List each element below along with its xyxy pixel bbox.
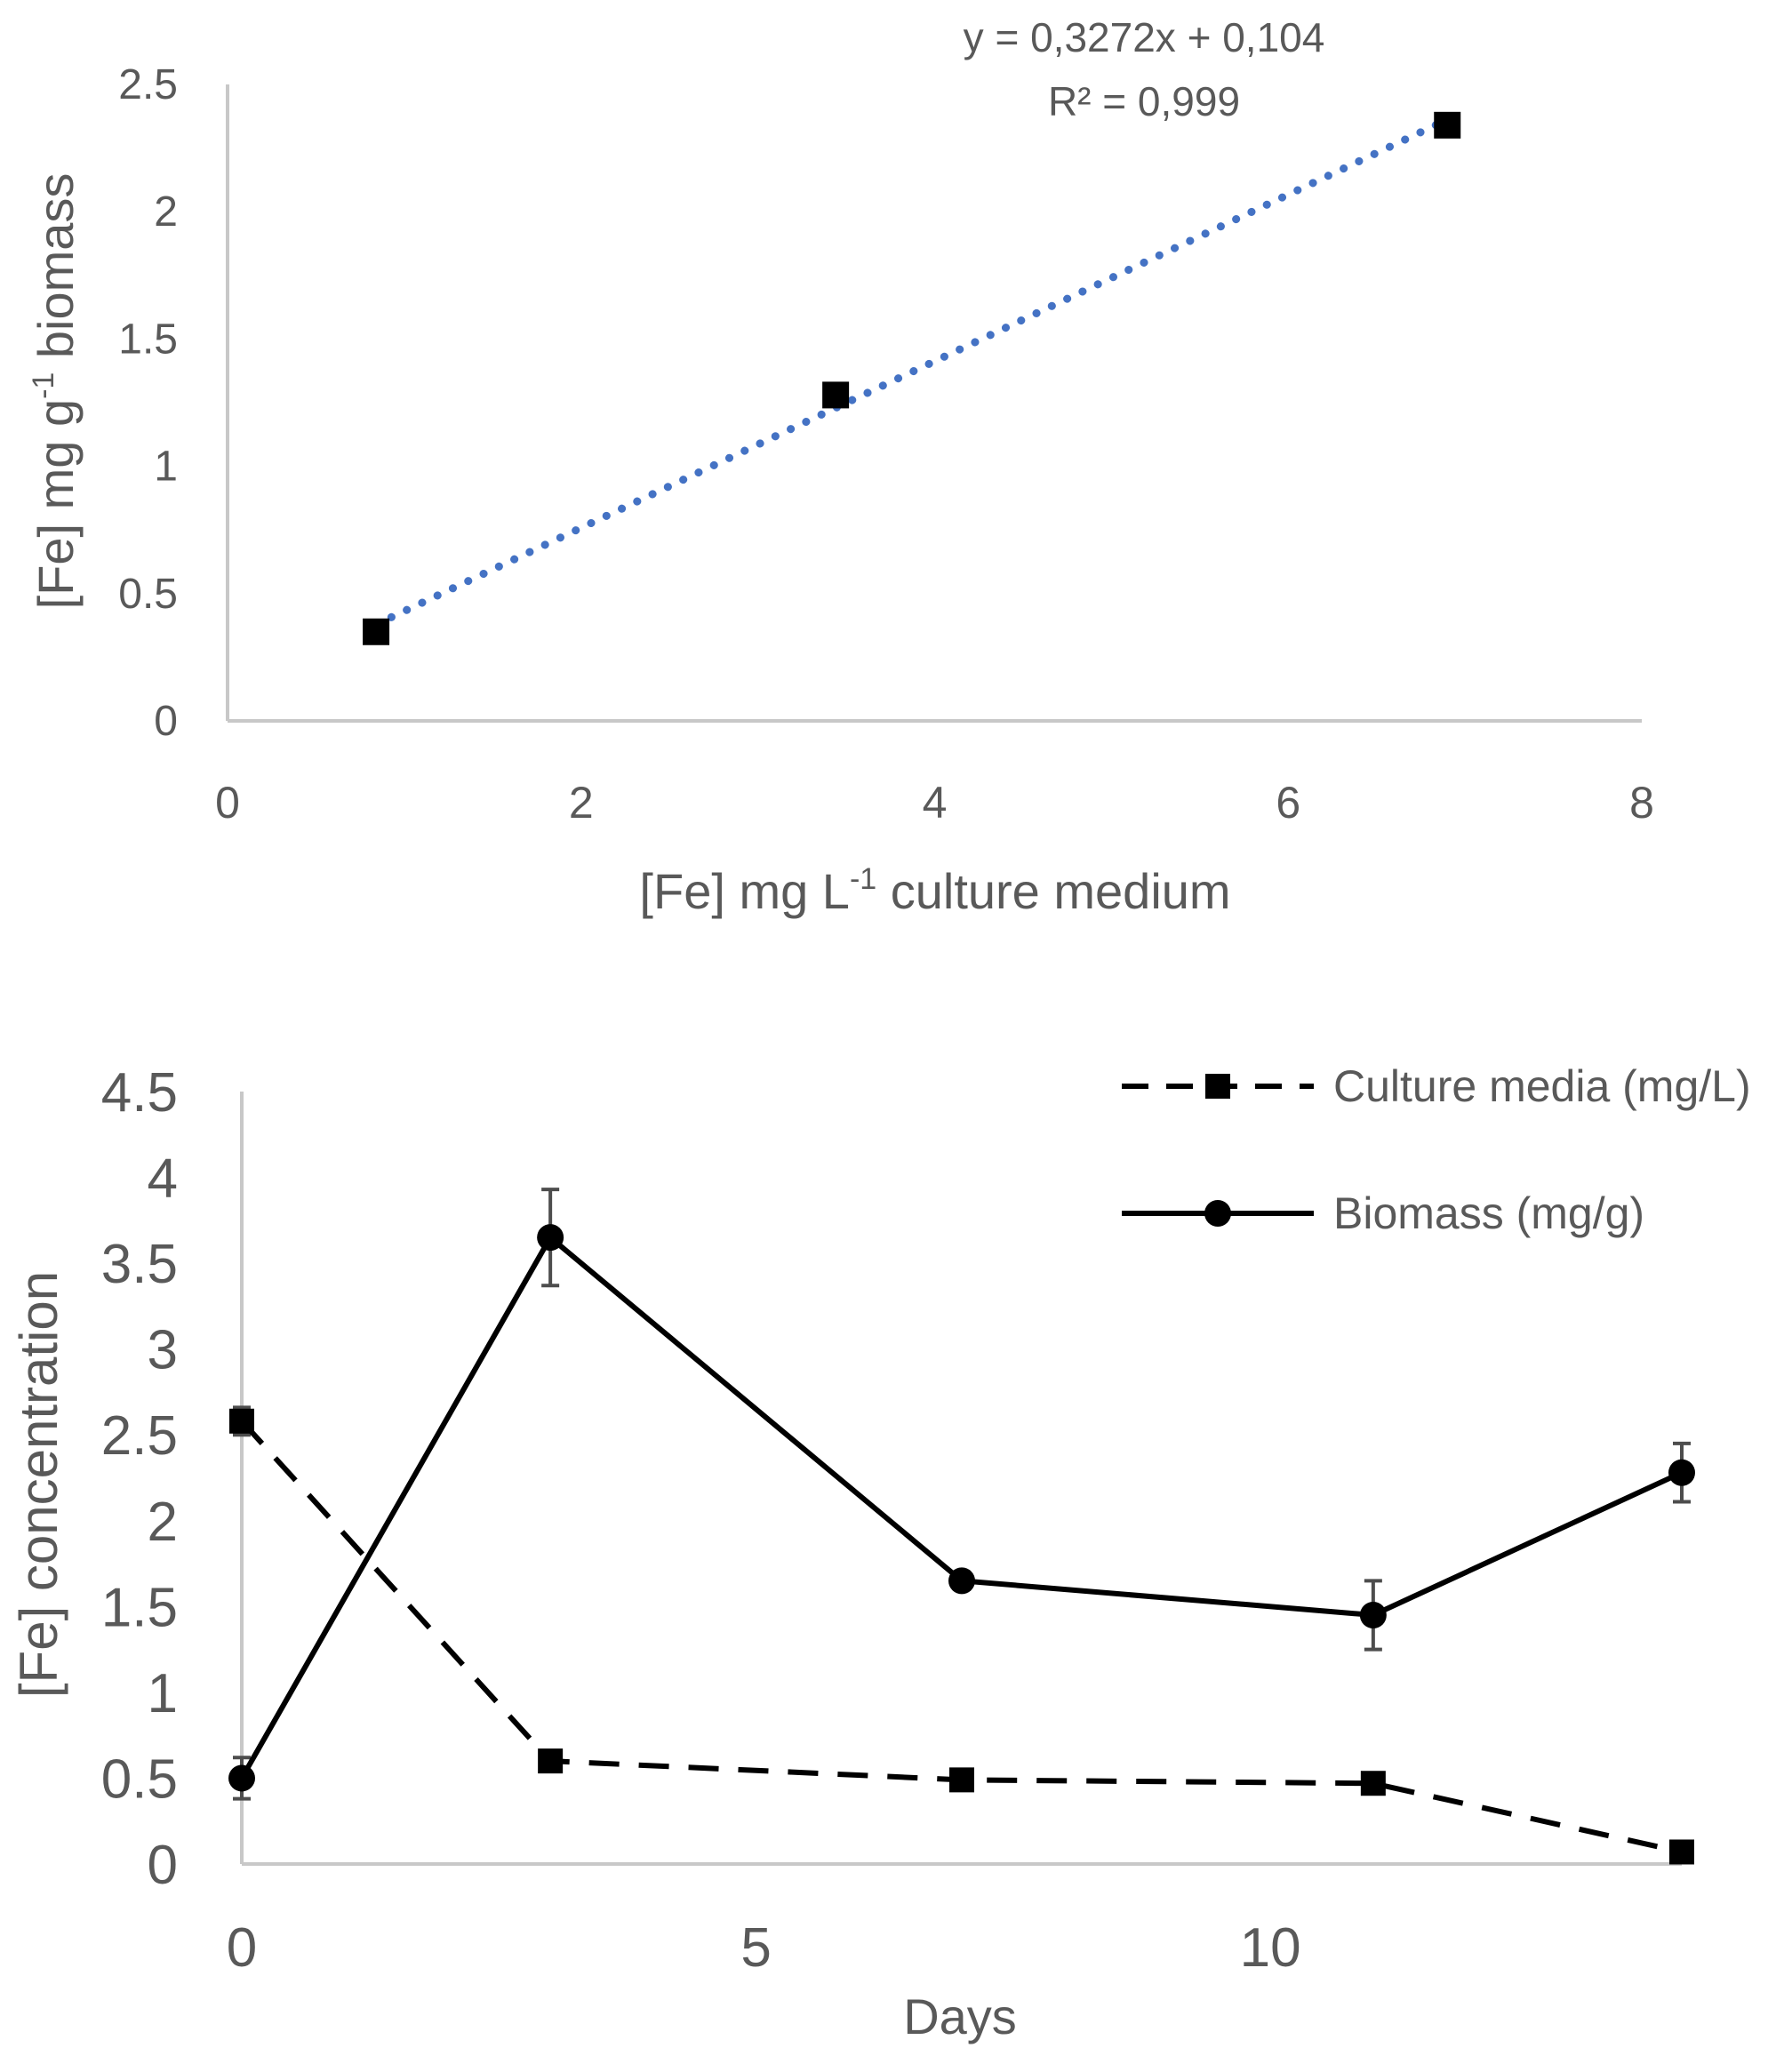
chart1-x-tick-label: 6 <box>1276 778 1300 828</box>
chart2-data-point <box>537 1224 564 1252</box>
chart2-x-axis-title: Days <box>903 1988 1017 2044</box>
chart1-trendline-equation: y = 0,3272x + 0,104 <box>964 14 1325 60</box>
chart1-trendline <box>372 116 1452 628</box>
chart1-data-points <box>363 111 1461 645</box>
chart2-legend-label: Biomass (mg/g) <box>1333 1188 1644 1238</box>
chart2-series <box>228 1188 1695 1865</box>
chart2-x-tick-label: 10 <box>1240 1917 1301 1979</box>
chart1-x-tick-label: 4 <box>923 778 948 828</box>
time-course-chart: 0 0.5 1 1.5 2 2.5 3 3.5 4 4.5 0 5 10 Days [Fe] conc… <box>9 1061 1751 2044</box>
chart1-trendline-r2: R² = 0,999 <box>1048 78 1240 124</box>
chart2-x-tick-label: 5 <box>740 1917 771 1979</box>
chart1-y-tick-label: 1.5 <box>118 316 178 363</box>
chart2-y-tick-label: 1 <box>148 1663 178 1724</box>
chart1-y-tick-label: 0.5 <box>118 571 178 618</box>
chart1-x-tick-label: 0 <box>215 778 240 828</box>
chart2-data-point <box>228 1764 255 1792</box>
chart1-x-tick-label: 8 <box>1629 778 1654 828</box>
chart2-series-0 <box>229 1405 1694 1865</box>
chart2-x-tick-label: 0 <box>227 1917 257 1979</box>
chart1-y-tick-label: 2 <box>154 188 178 236</box>
chart2-y-tick-label: 3.5 <box>101 1234 178 1295</box>
chart1-data-point <box>363 618 390 645</box>
chart1-x-tick-labels: 0 2 4 6 8 <box>215 778 1654 828</box>
chart1-y-axis-title-tail: biomass <box>28 173 84 372</box>
chart1-x-axis-title-superscript: -1 <box>850 862 876 896</box>
chart2-legend: Culture media (mg/L) Biomass (mg/g) <box>1122 1061 1751 1238</box>
chart2-data-point <box>229 1408 254 1434</box>
chart2-legend-marker <box>1205 1074 1230 1099</box>
chart2-data-point <box>1360 1771 1386 1796</box>
chart2-y-tick-label: 0.5 <box>101 1748 178 1810</box>
calibration-chart: 0 0.5 1 1.5 2 2.5 0 2 4 6 8 y = 0,3272x + 0,104 R… <box>27 14 1654 919</box>
chart1-x-tick-label: 2 <box>569 778 594 828</box>
chart2-data-point <box>949 1767 974 1793</box>
chart2-y-tick-label: 2 <box>148 1492 178 1553</box>
chart2-legend-label: Culture media (mg/L) <box>1333 1061 1751 1111</box>
chart2-legend-marker <box>1204 1200 1231 1227</box>
chart1-x-axis-title-tail: culture medium <box>876 863 1230 919</box>
chart1-y-axis-title-superscript: -1 <box>27 372 60 399</box>
chart2-y-tick-label: 4.5 <box>101 1062 178 1124</box>
chart2-y-tick-label: 4 <box>148 1148 178 1210</box>
chart1-y-tick-label: 0 <box>154 698 178 745</box>
chart1-y-axis-title-main: [Fe] mg g <box>28 399 84 610</box>
chart2-series-1 <box>228 1188 1695 1801</box>
chart2-y-axis-title: [Fe] concentration <box>9 1271 68 1698</box>
chart1-x-axis-title-main: [Fe] mg L <box>639 863 850 919</box>
chart2-x-tick-labels: 0 5 10 <box>227 1917 1301 1979</box>
chart1-y-tick-labels: 0 0.5 1 1.5 2 2.5 <box>118 61 178 745</box>
chart1-y-tick-label: 1 <box>154 444 178 491</box>
chart1-x-axis-title: [Fe] mg L-1 culture medium <box>639 862 1230 919</box>
chart2-data-point <box>1359 1601 1387 1628</box>
chart2-data-point <box>1669 1839 1694 1865</box>
chart2-data-point <box>1668 1459 1695 1486</box>
chart2-data-point <box>948 1567 975 1595</box>
chart1-y-axis-title: [Fe] mg g-1 biomass <box>27 173 84 610</box>
chart2-y-tick-label: 0 <box>148 1835 178 1896</box>
chart2-y-tick-label: 1.5 <box>101 1577 178 1638</box>
chart2-y-tick-labels: 0 0.5 1 1.5 2 2.5 3 3.5 4 4.5 <box>101 1062 178 1896</box>
chart1-data-point <box>822 381 850 409</box>
chart1-data-point <box>1434 111 1461 139</box>
chart2-y-tick-label: 2.5 <box>101 1405 178 1467</box>
chart2-data-point <box>538 1748 564 1774</box>
chart2-y-tick-label: 3 <box>148 1320 178 1381</box>
chart1-y-tick-label: 2.5 <box>118 61 178 108</box>
